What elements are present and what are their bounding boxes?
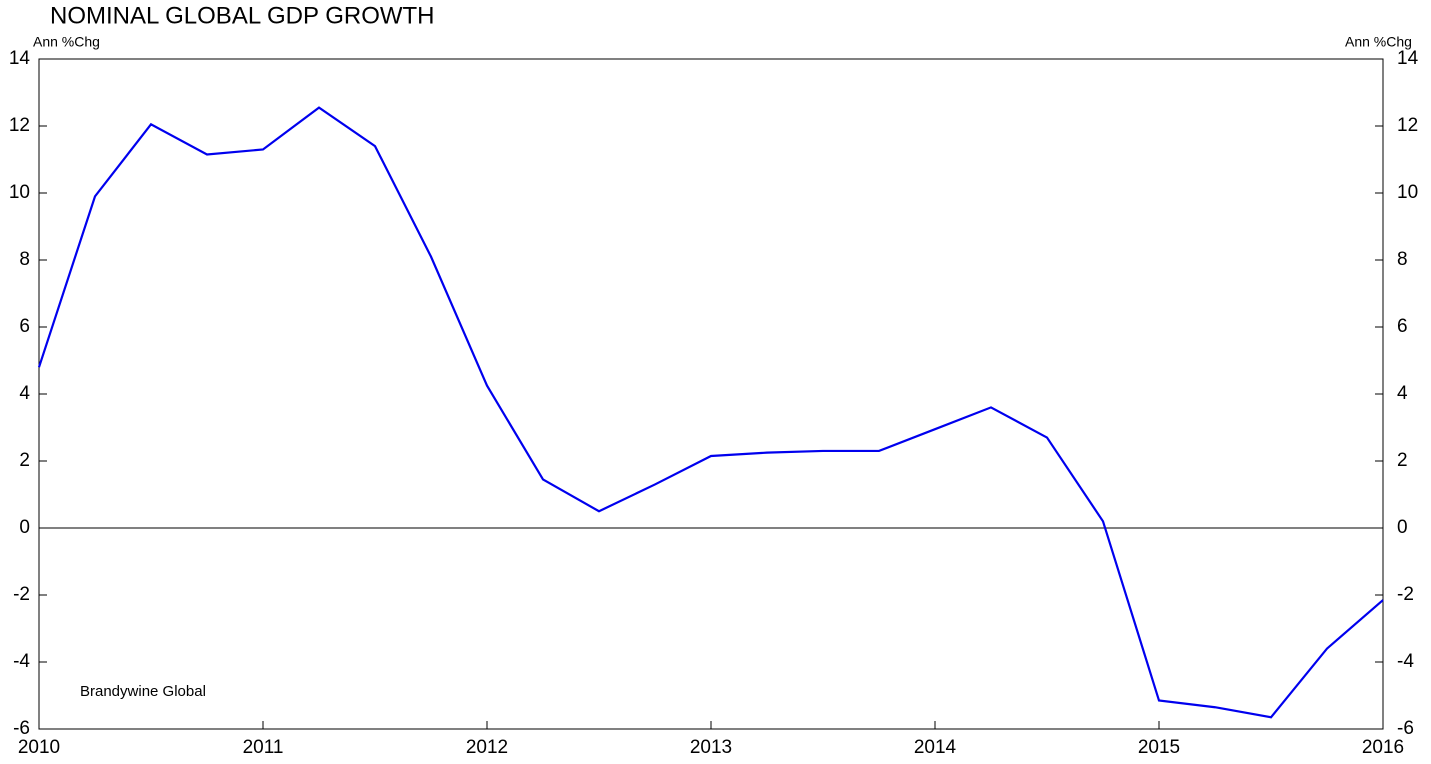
chart-title: NOMINAL GLOBAL GDP GROWTH [50,2,435,29]
y-tick-label: 6 [19,316,30,337]
y-tick-label: -6 [13,718,30,739]
y-tick-label: -2 [13,584,30,605]
y2-tick-label: 4 [1397,383,1408,404]
y2-tick-label: 6 [1397,316,1408,337]
y2-tick-label: 12 [1397,115,1418,136]
y2-tick-label: 10 [1397,182,1418,203]
annotation: Brandywine Global [80,683,206,700]
plot-frame [38,58,1384,730]
x-tick-label: 2015 [1138,737,1180,758]
x-tick-label: 2013 [690,737,732,758]
x-tick-label: 2014 [914,737,957,758]
x-tick-label: 2012 [466,737,508,758]
y-tick-label: 4 [19,383,30,404]
x-tick-label: 2010 [18,737,60,758]
y2-tick-label: -2 [1397,584,1414,605]
y2-tick-label: -4 [1397,651,1414,672]
y2-tick-label: 14 [1397,48,1419,69]
y-tick-label: -4 [13,651,30,672]
y-tick-label: 12 [9,115,30,136]
y-tick-label: 2 [19,450,30,471]
y2-tick-label: -6 [1397,718,1414,739]
x-tick-label: 2016 [1362,737,1404,758]
data-line [37,106,1384,719]
y-tick-label: 8 [19,249,30,270]
y2-tick-label: 0 [1397,517,1408,538]
y-tick-label: 10 [9,182,30,203]
y2-axis-label: Ann %Chg [1345,34,1412,50]
y-axis-label: Ann %Chg [33,34,100,50]
y-tick-label: 14 [9,48,31,69]
y-tick-label: 0 [19,517,30,538]
y2-tick-label: 2 [1397,450,1408,471]
x-tick-label: 2011 [243,737,284,758]
y2-tick-label: 8 [1397,249,1408,270]
